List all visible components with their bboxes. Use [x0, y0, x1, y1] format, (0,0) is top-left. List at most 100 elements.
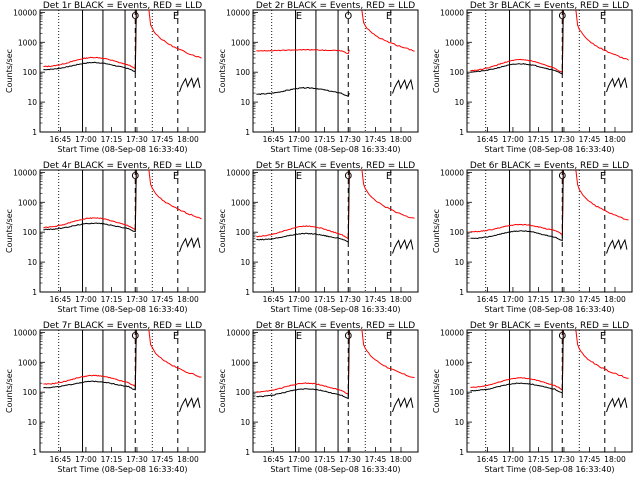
x-tick-label: 17:15 [528, 135, 550, 144]
events-series-line [470, 329, 564, 394]
x-tick-label: 17:00 [75, 455, 97, 464]
panel-title: Det 4r BLACK = Events, RED = LLD [43, 161, 202, 171]
marker-symbol: E [600, 171, 606, 182]
events-series-line [470, 169, 564, 242]
y-axis-label: Counts/sec [5, 209, 14, 253]
x-tick-label: 17:15 [314, 455, 336, 464]
y-tick-label: 10000 [226, 8, 250, 17]
y-tick-label: 10000 [226, 328, 250, 337]
y-tick-label: 10000 [13, 168, 37, 177]
x-axis-label: Start Time (08-Sep-08 16:33:40) [270, 305, 400, 314]
y-tick-label: 10000 [440, 328, 464, 337]
y-axis-label: Counts/sec [5, 369, 14, 413]
x-tick-label: 16:45 [50, 455, 72, 464]
y-tick-label: 100 [450, 68, 465, 77]
x-tick-label: 16:45 [263, 295, 285, 304]
marker-symbol: E [296, 11, 302, 22]
x-tick-label: 16:45 [477, 295, 499, 304]
events-series-line [43, 9, 137, 74]
y-tick-label: 100 [236, 388, 251, 397]
y-axis-label: Counts/sec [218, 209, 227, 253]
panel-title: Det 7r BLACK = Events, RED = LLD [43, 321, 202, 331]
panel-title: Det 9r BLACK = Events, RED = LLD [470, 321, 629, 331]
y-tick-label: 10 [27, 98, 37, 107]
y-tick-label: 10 [454, 98, 464, 107]
detector-panel: Det 7r BLACK = Events, RED = LLD 1 10 100 10… [5, 321, 206, 474]
x-tick-label: 18:00 [177, 135, 199, 144]
marker-symbol: E [173, 171, 179, 182]
x-tick-label: 16:45 [263, 455, 285, 464]
y-axis-label: Counts/sec [5, 49, 14, 93]
lld-series-line-tail [361, 10, 415, 52]
x-tick-label: 17:30 [126, 295, 148, 304]
plot-frame [252, 169, 419, 293]
marker-symbol: E [173, 11, 179, 22]
x-tick-label: 17:30 [126, 455, 148, 464]
y-tick-label: 1 [459, 288, 464, 297]
events-series-line [470, 9, 564, 75]
x-tick-label: 16:45 [477, 455, 499, 464]
x-tick-label: 17:00 [502, 135, 524, 144]
lld-series-line [43, 9, 137, 71]
y-axis-label: Counts/sec [218, 369, 227, 413]
y-axis-label: Counts/sec [218, 49, 227, 93]
events-series-line-tail [179, 396, 201, 413]
x-tick-label: 17:45 [365, 135, 387, 144]
marker-symbol: E [600, 11, 606, 22]
x-tick-label: 18:00 [177, 295, 199, 304]
x-tick-label: 18:00 [604, 135, 626, 144]
x-tick-label: 16:45 [477, 135, 499, 144]
marker-symbol: E [173, 331, 179, 342]
y-tick-label: 1000 [18, 358, 37, 367]
x-tick-label: 17:00 [288, 135, 310, 144]
plot-frame [252, 329, 419, 453]
x-tick-label: 17:30 [553, 455, 575, 464]
x-tick-label: 17:00 [288, 295, 310, 304]
y-tick-label: 1 [459, 128, 464, 137]
y-tick-label: 1 [459, 448, 464, 457]
y-axis-label: Counts/sec [432, 209, 441, 253]
detector-panel: Det 4r BLACK = Events, RED = LLD 1 10 100 10… [5, 161, 206, 314]
events-series-line-tail [179, 76, 201, 93]
marker-symbol: E [386, 11, 392, 22]
y-tick-label: 1 [32, 128, 37, 137]
detector-panel: Det 8r BLACK = Events, RED = LLD 1 10 100 10… [218, 321, 419, 474]
marker-symbol: E [600, 331, 606, 342]
y-tick-label: 10 [240, 258, 250, 267]
x-tick-label: 17:30 [339, 455, 361, 464]
plot-frame [39, 169, 206, 293]
events-series-line-tail [179, 236, 201, 253]
y-tick-label: 1000 [445, 38, 464, 47]
x-tick-label: 16:45 [50, 295, 72, 304]
y-tick-label: 100 [450, 228, 465, 237]
events-series-line-tail [606, 396, 628, 413]
marker-symbol: O [131, 171, 139, 182]
y-tick-label: 1000 [231, 198, 250, 207]
lld-series-line-tail [148, 9, 202, 59]
x-tick-label: 17:45 [365, 295, 387, 304]
lld-series-line [43, 169, 137, 232]
lld-series-line-tail [361, 329, 415, 379]
panel-title: Det 6r BLACK = Events, RED = LLD [470, 161, 629, 171]
marker-symbol: E [386, 171, 392, 182]
panel-title: Det 3r BLACK = Events, RED = LLD [470, 1, 629, 11]
y-tick-label: 100 [236, 68, 251, 77]
x-axis-label: Start Time (08-Sep-08 16:33:40) [484, 305, 614, 314]
y-tick-label: 1 [245, 288, 250, 297]
y-tick-label: 100 [450, 388, 465, 397]
y-tick-label: 1000 [18, 198, 37, 207]
x-tick-label: 17:00 [288, 455, 310, 464]
x-tick-label: 17:15 [101, 295, 123, 304]
lld-series-line [470, 169, 564, 235]
marker-symbol: O [558, 11, 566, 22]
x-tick-label: 17:15 [101, 455, 123, 464]
x-tick-label: 17:45 [152, 295, 174, 304]
y-tick-label: 10000 [226, 168, 250, 177]
x-tick-label: 17:30 [553, 135, 575, 144]
x-tick-label: 18:00 [390, 135, 412, 144]
x-tick-label: 17:45 [579, 135, 601, 144]
marker-symbol: O [131, 331, 139, 342]
panel-title: Det 5r BLACK = Events, RED = LLD [256, 161, 415, 171]
events-series-line [256, 329, 350, 400]
x-tick-label: 17:15 [314, 295, 336, 304]
